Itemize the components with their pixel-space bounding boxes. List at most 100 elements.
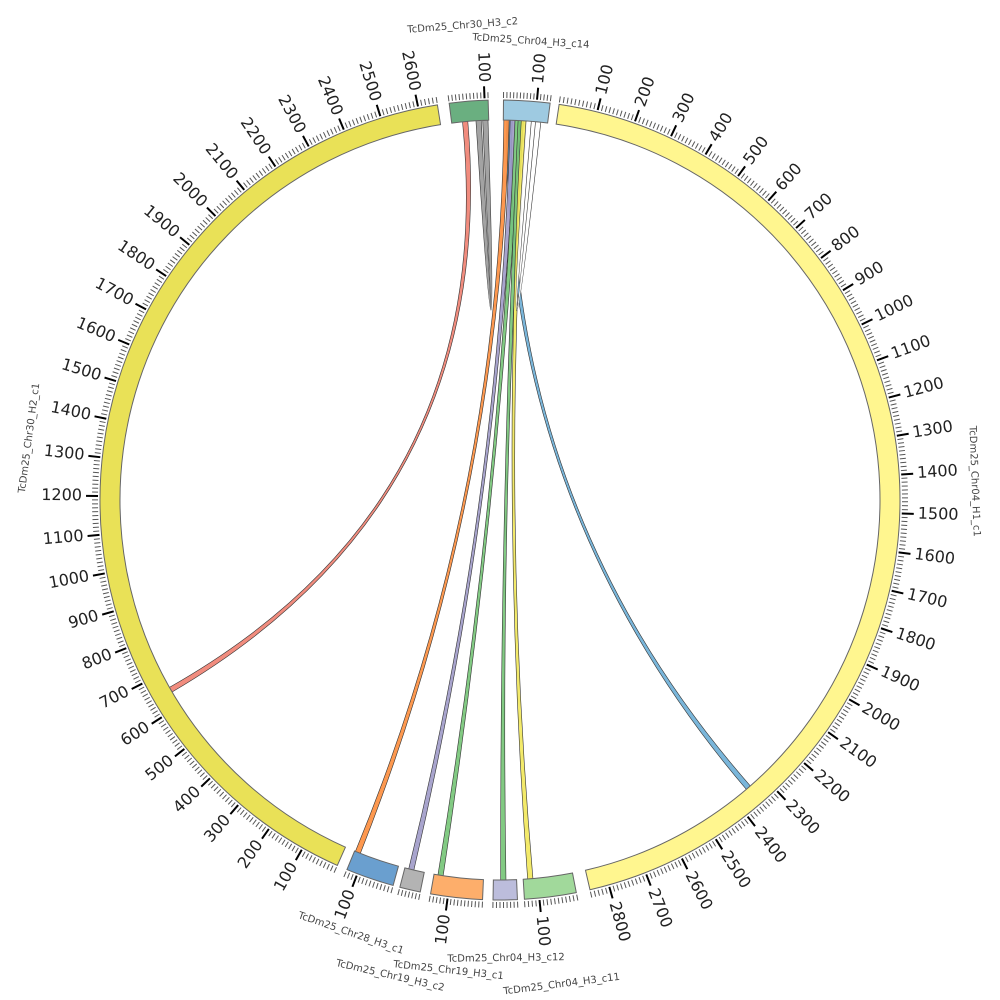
minor-tick	[291, 845, 296, 852]
minor-tick	[312, 856, 316, 863]
minor-tick	[291, 148, 296, 155]
tick-label: 2300	[782, 796, 824, 839]
minor-tick	[138, 686, 145, 691]
minor-tick	[136, 313, 143, 317]
minor-tick	[615, 109, 619, 116]
minor-tick	[630, 114, 634, 121]
major-tick	[87, 533, 100, 537]
minor-tick	[298, 144, 303, 151]
major-tick	[101, 610, 114, 616]
minor-tick	[770, 198, 776, 204]
tick-label: 400	[169, 782, 204, 817]
link-ribbon[interactable]	[506, 119, 751, 790]
minor-tick	[177, 249, 183, 255]
minor-tick	[301, 851, 306, 858]
minor-tick	[659, 125, 664, 132]
minor-tick	[167, 262, 174, 267]
minor-tick	[126, 334, 133, 338]
minor-tick	[101, 588, 109, 591]
minor-tick	[688, 139, 692, 146]
minor-tick	[691, 852, 696, 859]
minor-tick	[418, 893, 421, 900]
tick-label: 1400	[49, 397, 93, 424]
segment-arc[interactable]	[429, 873, 484, 901]
major-tick	[596, 98, 602, 111]
tick-label: 200	[234, 836, 267, 872]
link-ribbon[interactable]	[475, 119, 493, 311]
major-tick	[338, 118, 345, 130]
minor-tick	[820, 741, 827, 746]
segment-arc[interactable]	[492, 879, 518, 901]
minor-tick	[225, 197, 230, 203]
minor-tick	[842, 708, 849, 713]
tick-label: 1000	[47, 566, 91, 592]
minor-tick	[656, 124, 660, 131]
segment-arc[interactable]	[346, 850, 400, 887]
segment-arc[interactable]	[555, 103, 901, 891]
minor-tick	[98, 569, 105, 572]
minor-tick	[585, 101, 589, 108]
minor-tick	[359, 116, 363, 123]
tick-label: 100	[270, 858, 302, 894]
minor-tick	[103, 595, 110, 599]
minor-tick	[746, 178, 752, 184]
minor-tick	[167, 732, 173, 738]
segment-TcDm25_Chr04_H3_c12[interactable]: TcDm25_Chr04_H3_c12	[446, 879, 565, 965]
minor-tick	[414, 893, 417, 900]
minor-tick	[890, 594, 897, 597]
minor-tick	[274, 159, 280, 165]
minor-tick	[874, 350, 880, 354]
minor-tick	[122, 345, 128, 349]
minor-tick	[142, 693, 149, 698]
segment-arc[interactable]	[448, 99, 490, 124]
minor-tick	[889, 597, 896, 601]
minor-tick	[893, 418, 901, 421]
minor-tick	[404, 103, 408, 110]
minor-tick	[242, 812, 248, 818]
minor-tick	[243, 182, 248, 188]
tick-label: 100	[591, 62, 617, 96]
minor-tick	[458, 94, 461, 101]
minor-tick	[859, 678, 866, 682]
major-tick	[795, 219, 806, 229]
tick-label: 700	[801, 189, 836, 224]
minor-tick	[219, 203, 225, 209]
minor-tick	[581, 100, 585, 107]
minor-tick	[638, 877, 642, 884]
minor-tick	[357, 876, 361, 883]
tick-label: 1200	[902, 373, 946, 402]
minor-tick	[539, 94, 542, 101]
minor-tick	[199, 772, 205, 778]
minor-tick	[288, 843, 293, 850]
minor-tick	[94, 546, 101, 548]
minor-tick	[899, 540, 906, 542]
minor-tick	[462, 93, 464, 100]
minor-tick	[677, 860, 682, 866]
minor-tick	[681, 135, 685, 142]
minor-tick	[861, 674, 868, 679]
minor-tick	[816, 747, 822, 752]
minor-tick	[284, 841, 289, 848]
minor-tick	[301, 142, 306, 149]
link-ribbon[interactable]	[168, 121, 471, 693]
minor-tick	[268, 163, 273, 170]
segment-arc[interactable]	[399, 867, 425, 893]
segment-arc[interactable]	[99, 104, 442, 867]
segment-arc[interactable]	[522, 872, 577, 900]
tick-label: 100	[528, 52, 550, 84]
major-tick	[767, 191, 778, 202]
minor-tick	[397, 889, 400, 896]
major-tick	[267, 156, 277, 168]
minor-tick	[818, 250, 824, 256]
segment-arc[interactable]	[502, 99, 551, 124]
minor-tick	[565, 896, 568, 903]
minor-tick	[343, 871, 347, 878]
segments-layer: 100 200 3004005006007008009001000110012001…	[17, 16, 982, 997]
minor-tick	[894, 422, 901, 425]
tick-label: 2200	[811, 765, 854, 806]
minor-tick	[619, 110, 623, 117]
